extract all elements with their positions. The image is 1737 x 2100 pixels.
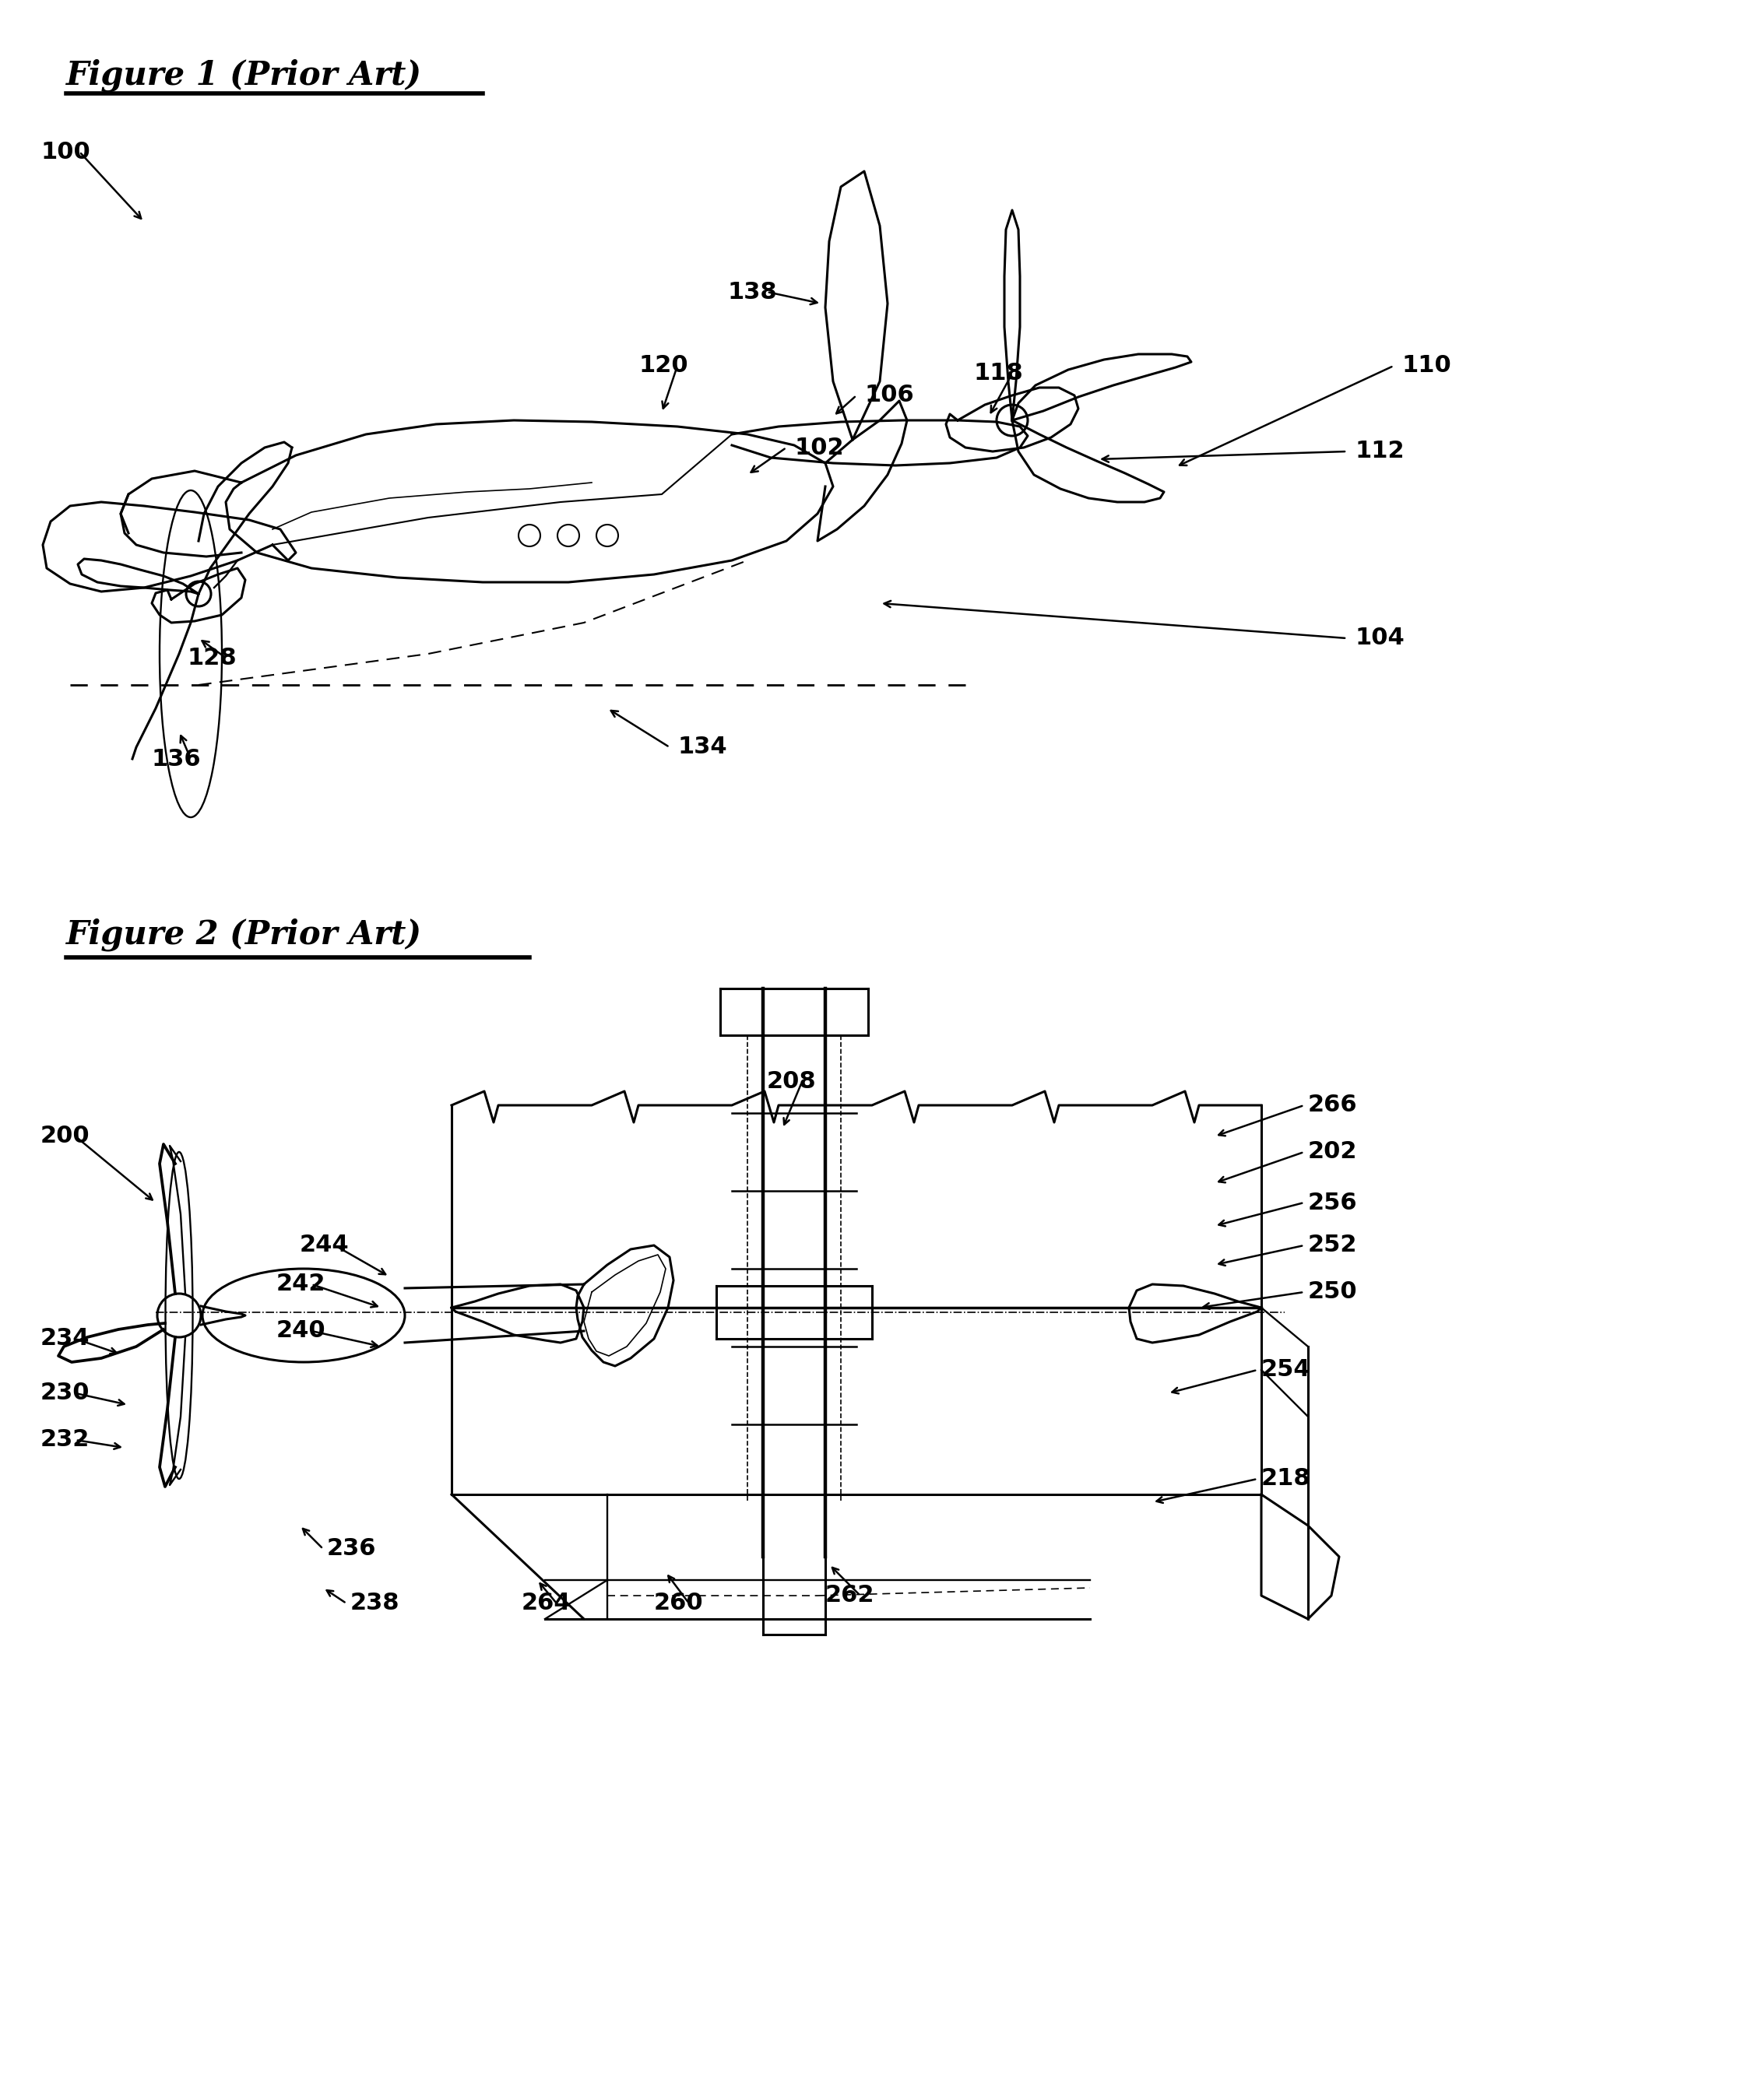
Text: 240: 240 — [276, 1319, 327, 1342]
Text: 234: 234 — [40, 1327, 90, 1350]
Text: 244: 244 — [301, 1235, 349, 1256]
Text: 134: 134 — [677, 735, 726, 758]
Text: 200: 200 — [40, 1126, 90, 1149]
Text: 102: 102 — [794, 437, 844, 458]
Text: 202: 202 — [1308, 1140, 1357, 1163]
Text: 104: 104 — [1355, 628, 1403, 649]
Text: Figure 1 (Prior Art): Figure 1 (Prior Art) — [66, 59, 422, 92]
Text: 232: 232 — [40, 1428, 90, 1451]
Text: 100: 100 — [40, 141, 90, 164]
Text: Figure 2 (Prior Art): Figure 2 (Prior Art) — [66, 918, 422, 951]
Text: 252: 252 — [1308, 1235, 1357, 1256]
Text: 136: 136 — [151, 748, 201, 771]
Text: 250: 250 — [1308, 1281, 1358, 1304]
Text: 230: 230 — [40, 1382, 90, 1405]
Text: 120: 120 — [639, 355, 688, 378]
Text: 262: 262 — [825, 1583, 875, 1606]
Text: 236: 236 — [327, 1537, 377, 1560]
Text: 242: 242 — [276, 1273, 327, 1296]
Text: 260: 260 — [655, 1592, 703, 1615]
Text: 112: 112 — [1355, 441, 1403, 462]
Text: 266: 266 — [1308, 1094, 1358, 1117]
Text: 128: 128 — [188, 647, 236, 670]
Text: 254: 254 — [1261, 1359, 1311, 1382]
Text: 106: 106 — [865, 384, 914, 407]
Text: 218: 218 — [1261, 1468, 1311, 1491]
Text: 110: 110 — [1402, 355, 1450, 378]
Text: 264: 264 — [521, 1592, 571, 1615]
Text: 208: 208 — [768, 1071, 816, 1094]
Text: 256: 256 — [1308, 1191, 1358, 1214]
Text: 138: 138 — [728, 281, 778, 302]
Text: 238: 238 — [351, 1592, 400, 1615]
Text: 118: 118 — [973, 363, 1023, 384]
